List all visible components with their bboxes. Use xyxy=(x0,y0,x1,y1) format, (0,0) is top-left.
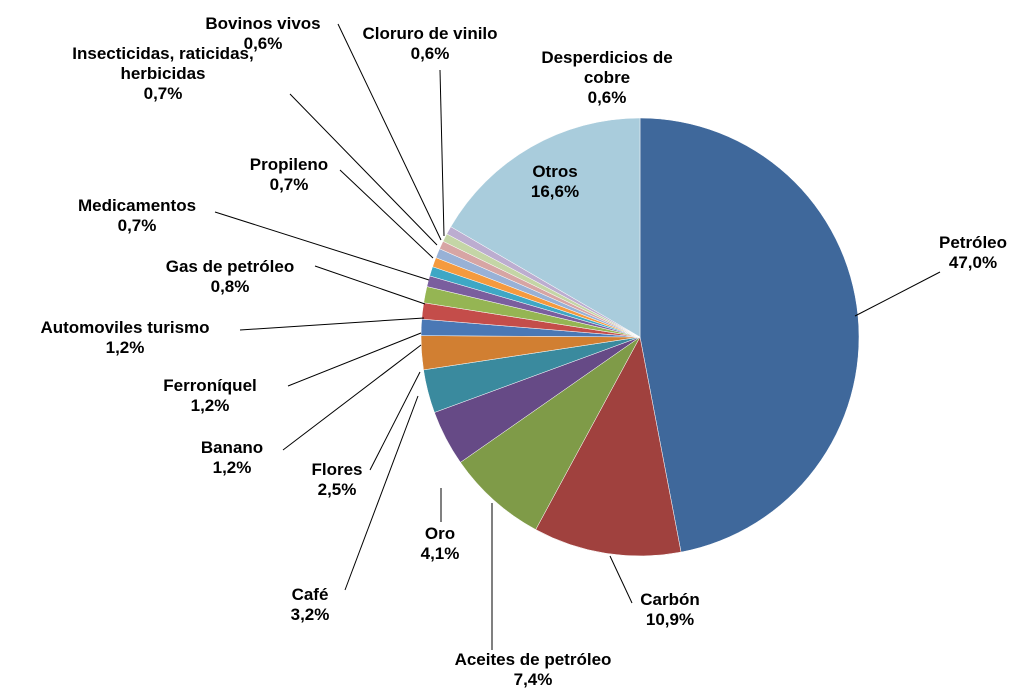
slice-value: 1,2% xyxy=(105,338,145,357)
pie-slice xyxy=(460,336,641,530)
pie-slice xyxy=(450,117,641,338)
slice-name: Aceites de petróleo xyxy=(454,650,612,669)
slice-name: Petróleo xyxy=(938,233,1008,252)
slice-label: Banano 1,2% xyxy=(187,438,277,478)
slice-label: Petróleo 47,0% xyxy=(913,233,1018,273)
slice-value: 0,7% xyxy=(143,84,183,103)
slice-name: Ferroníquel xyxy=(163,376,257,395)
slice-value: 0,7% xyxy=(269,175,309,194)
slice-value: 0,6% xyxy=(410,44,450,63)
slice-value: 0,8% xyxy=(210,277,250,296)
slice-label: Propileno 0,7% xyxy=(234,155,344,195)
leader-line xyxy=(314,265,426,305)
slice-value: 0,6% xyxy=(243,34,283,53)
slice-name: Oro xyxy=(424,524,456,543)
slice-label: Café 3,2% xyxy=(270,585,350,625)
pie-slice xyxy=(639,117,860,553)
leader-line xyxy=(282,344,422,451)
slice-name: Carbón xyxy=(640,590,700,609)
leader-line xyxy=(439,69,445,237)
slice-label: Ferroníquel 1,2% xyxy=(145,376,275,416)
leader-line xyxy=(609,555,633,604)
slice-value: 3,2% xyxy=(290,605,330,624)
slice-value: 1,2% xyxy=(190,396,230,415)
slice-name: Propileno xyxy=(249,155,329,174)
leader-line xyxy=(369,371,421,471)
leader-line xyxy=(287,332,422,387)
leader-line xyxy=(239,317,425,331)
slice-name: Medicamentos xyxy=(77,196,197,215)
slice-label: Oro 4,1% xyxy=(400,524,480,564)
slice-value: 0,7% xyxy=(117,216,157,235)
slice-name: Flores xyxy=(311,460,363,479)
slice-name: Banano xyxy=(200,438,264,457)
slice-label: Insecticidas, raticidas, herbicidas 0,7% xyxy=(33,44,293,104)
slice-name: Gas de petróleo xyxy=(165,257,295,276)
leader-line xyxy=(344,395,419,591)
slice-value: 4,1% xyxy=(420,544,460,563)
leader-line xyxy=(214,211,430,281)
slice-label: Aceites de petróleo 7,4% xyxy=(413,650,653,690)
slice-label: Otros 16,6% xyxy=(505,162,605,202)
slice-label: Gas de petróleo 0,8% xyxy=(145,257,315,297)
slice-label: Desperdicios de cobre 0,6% xyxy=(522,48,692,108)
slice-value: 1,2% xyxy=(212,458,252,477)
leader-line xyxy=(289,93,438,246)
slice-label: Cloruro de vinilo 0,6% xyxy=(340,24,520,64)
leader-line xyxy=(337,23,442,241)
slice-value: 7,4% xyxy=(513,670,553,689)
slice-label: Automoviles turismo 1,2% xyxy=(5,318,245,358)
slice-name: Automoviles turismo xyxy=(40,318,210,337)
leader-line xyxy=(339,169,434,259)
slice-value: 16,6% xyxy=(530,182,580,201)
slice-name: Otros xyxy=(532,162,578,181)
slice-name: Desperdicios de cobre xyxy=(541,48,673,87)
slice-name: Bovinos vivos xyxy=(205,14,321,33)
slice-value: 2,5% xyxy=(317,480,357,499)
slice-value: 0,6% xyxy=(587,88,627,107)
slice-name: Café xyxy=(291,585,329,604)
pie-slice xyxy=(535,336,682,557)
slice-label: Medicamentos 0,7% xyxy=(57,196,217,236)
slice-name: Insecticidas, raticidas, herbicidas xyxy=(72,44,254,83)
slice-value: 47,0% xyxy=(948,253,998,272)
slice-label: Bovinos vivos 0,6% xyxy=(183,14,343,54)
slice-value: 10,9% xyxy=(645,610,695,629)
leader-line xyxy=(854,271,941,317)
slice-label: Carbón 10,9% xyxy=(610,590,730,630)
slice-name: Cloruro de vinilo xyxy=(362,24,498,43)
slice-label: Flores 2,5% xyxy=(297,460,377,500)
